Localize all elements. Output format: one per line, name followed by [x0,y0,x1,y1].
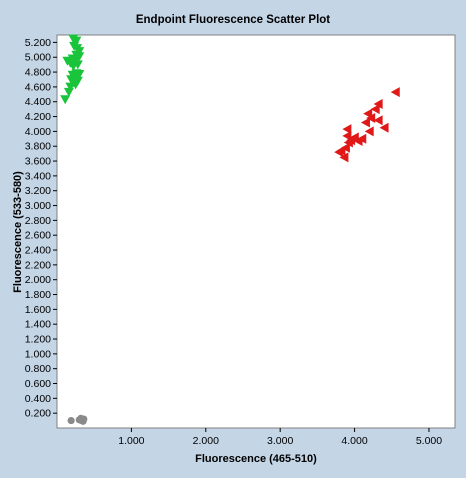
x-tick-label: 5.000 [416,435,442,447]
chart-title: Endpoint Fluorescence Scatter Plot [136,14,330,26]
data-point-triangle-down [65,82,76,92]
y-tick-label: 3.600 [25,156,51,168]
x-tick-label: 4.000 [341,435,367,447]
data-point-triangle-down [74,70,85,80]
data-point-triangle-down [71,36,82,46]
y-axis: 0.200 0.400 0.600 0.800 1.000 1.200 1.400 1.600… [25,37,57,420]
y-tick-label: 4.600 [25,81,51,93]
x-tick-label: 1.000 [118,435,144,447]
y-tick-label: 4.200 [25,111,51,123]
data-point-triangle-left [360,117,370,128]
data-point-triangle-down [60,95,71,105]
y-tick-label: 4.800 [25,67,51,79]
x-axis: 1.000 2.000 3.000 4.000 5.000 [118,428,442,447]
x-axis-label: Fluorescence (465-510) [195,453,317,465]
y-tick-label: 2.600 [25,230,51,242]
data-point-circle [67,416,75,425]
data-point-triangle-left [390,87,400,98]
y-tick-label: 1.000 [25,348,51,360]
y-tick-label: 1.200 [25,334,51,346]
plot-area [56,34,456,429]
series-2-markers [67,414,88,425]
data-point-triangle-down [68,61,79,71]
y-tick-label: 3.800 [25,141,51,153]
y-tick-label: 0.200 [25,408,51,420]
y-tick-label: 0.800 [25,363,51,375]
x-tick-label: 3.000 [267,435,293,447]
data-point-triangle-left [343,137,353,148]
y-tick-label: 3.000 [25,200,51,212]
series-0-markers [60,34,85,105]
data-point-triangle-left [342,124,352,135]
data-point-circle [75,416,83,424]
y-tick-label: 1.400 [25,319,51,331]
data-point-triangle-left [342,130,352,141]
data-markers [60,34,400,425]
data-point-triangle-left [370,104,380,115]
y-tick-label: 0.600 [25,378,51,390]
y-tick-label: 4.000 [25,126,51,138]
y-tick-label: 0.400 [25,393,51,405]
y-tick-label: 5.200 [25,37,51,49]
data-point-triangle-left [334,147,344,158]
series-1-markers [334,87,400,163]
y-tick-label: 5.000 [25,52,51,64]
y-tick-label: 1.600 [25,304,51,316]
data-point-triangle-left [339,152,349,163]
data-point-triangle-left [373,115,383,126]
y-tick-label: 4.400 [25,96,51,108]
y-tick-label: 3.400 [25,170,51,182]
data-point-triangle-left [366,113,376,124]
y-tick-label: 1.800 [25,289,51,301]
data-point-triangle-left [379,122,389,133]
y-tick-label: 2.000 [25,274,51,286]
y-axis-label: Fluorescence (533-580) [12,171,24,293]
y-tick-label: 2.400 [25,245,51,257]
data-point-triangle-down [63,87,74,97]
data-point-triangle-left [353,136,363,147]
y-tick-label: 3.200 [25,185,51,197]
y-tick-label: 2.800 [25,215,51,227]
data-point-triangle-left [364,126,374,137]
data-point-triangle-left [373,98,383,109]
y-tick-label: 2.200 [25,259,51,271]
x-tick-label: 2.000 [193,435,219,447]
